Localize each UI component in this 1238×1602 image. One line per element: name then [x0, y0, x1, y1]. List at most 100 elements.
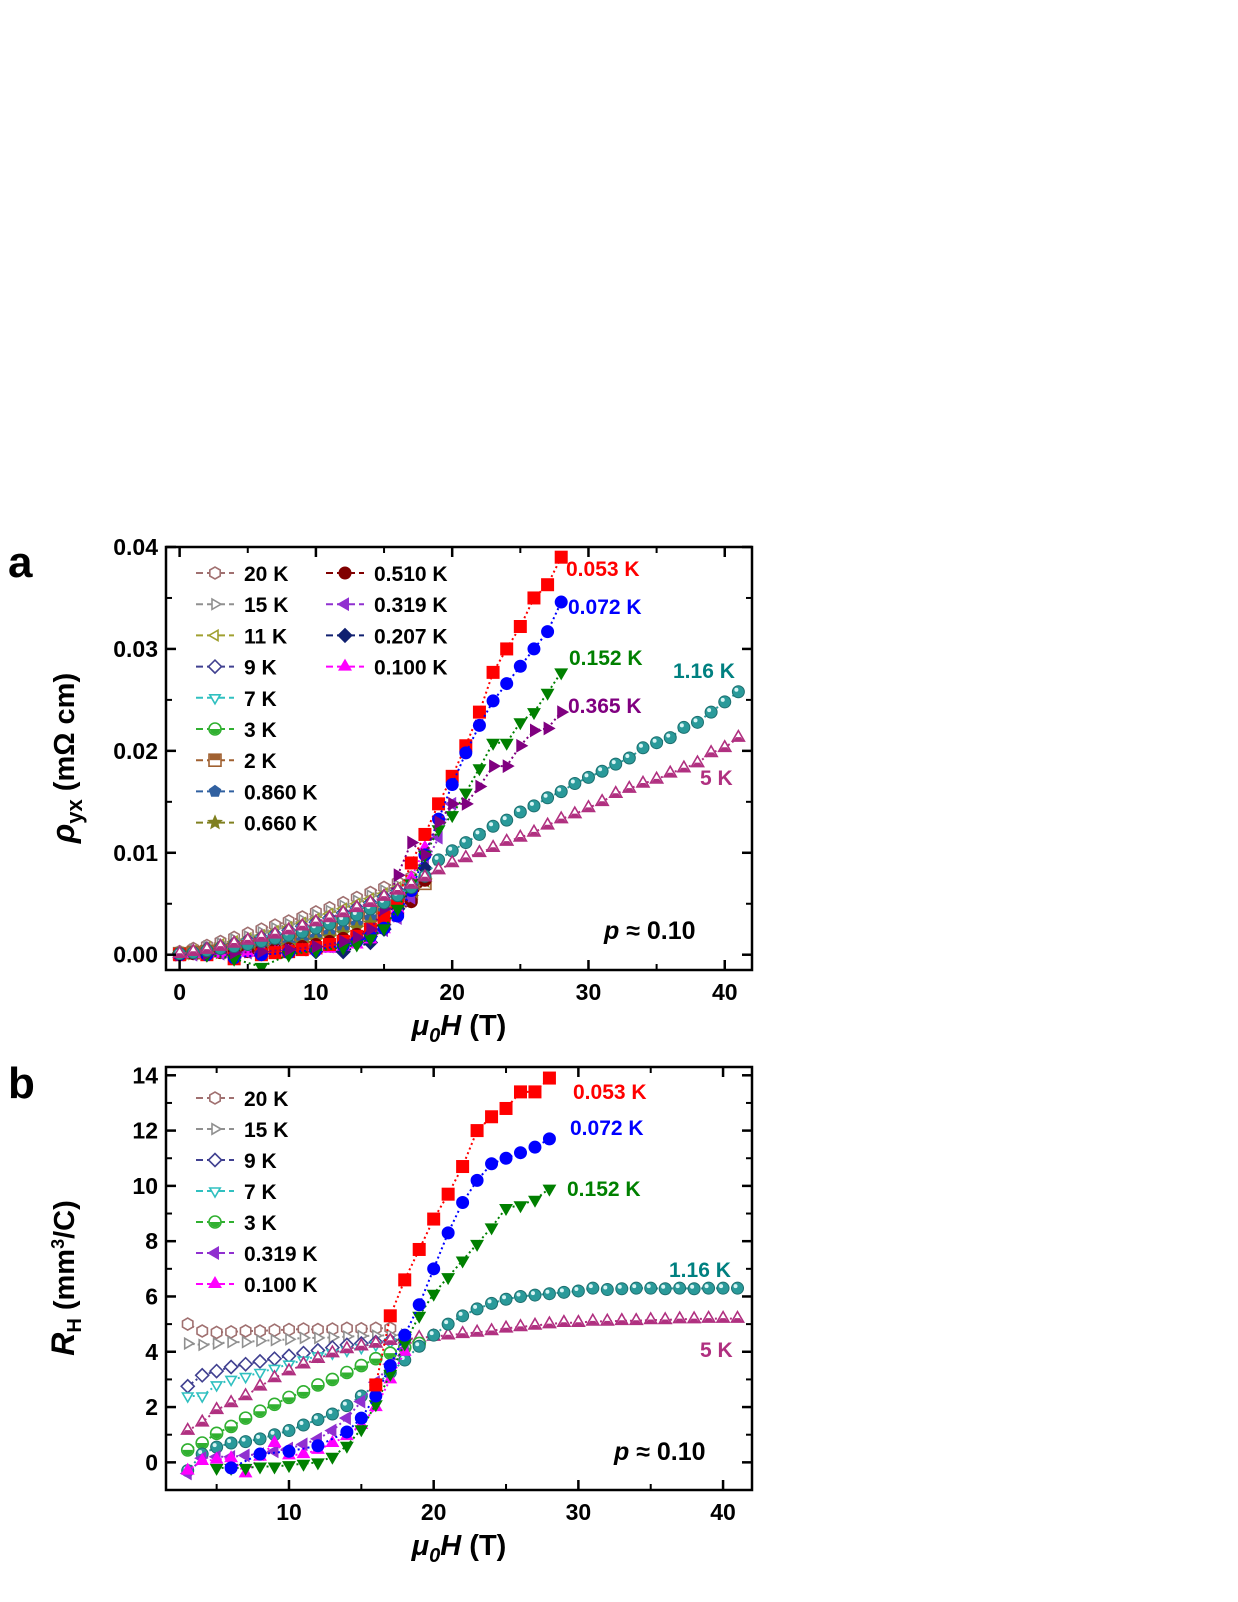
data-point [528, 1195, 542, 1208]
data-point [513, 620, 527, 634]
data-point [459, 746, 473, 760]
marker-highlight [434, 855, 439, 860]
marker-fill [209, 755, 221, 761]
marker-highlight [545, 1289, 550, 1294]
series-label-1-16-k: 1.16 K [673, 660, 735, 683]
marker-fill [327, 1352, 338, 1357]
series-15-k [183, 1328, 413, 1352]
marker-fill [182, 1449, 193, 1456]
legend-marker [207, 628, 219, 642]
data-point [485, 1157, 499, 1171]
marker-fill [660, 1319, 671, 1323]
marker-highlight [646, 1284, 651, 1289]
data-point [622, 751, 636, 765]
data-point [475, 779, 488, 794]
data-point [426, 1289, 441, 1302]
data-point [390, 904, 405, 917]
marker-fill [587, 1320, 598, 1325]
marker-fill [637, 783, 649, 787]
legend-label: 3 K [244, 1212, 277, 1235]
marker-fill [542, 824, 553, 829]
data-point [687, 1282, 701, 1296]
marker-fill [443, 1334, 454, 1339]
marker-highlight [516, 1292, 521, 1297]
y-tick-label: 2 [145, 1394, 158, 1420]
marker-highlight [198, 1450, 203, 1455]
data-point [644, 1281, 658, 1295]
series-label-0-072-k: 0.072 K [570, 1117, 644, 1140]
data-point [223, 1359, 239, 1375]
data-point [210, 1325, 223, 1340]
marker-highlight [461, 838, 466, 843]
marker-highlight [284, 1426, 289, 1431]
marker-highlight [342, 1401, 347, 1406]
series-label-0-053-k: 0.053 K [573, 1081, 647, 1104]
panel-a-x-axis-title: μ0H (T) [411, 1010, 507, 1047]
data-point [470, 1302, 484, 1316]
x-tick-label: 20 [439, 979, 465, 1005]
marker-fill [616, 1320, 627, 1324]
series-label-0-365-k: 0.365 K [568, 695, 642, 718]
data-point [500, 677, 514, 691]
marker-fill [312, 1384, 324, 1391]
data-point [581, 770, 595, 784]
y-tick-label: 14 [132, 1062, 158, 1088]
panel-b-doping-annotation: p ≈ 0.10 [613, 1438, 706, 1466]
legend-entry-9-k: 9 K [196, 1150, 277, 1173]
data-point [571, 1284, 585, 1298]
data-point [195, 1452, 210, 1465]
data-point [484, 1223, 499, 1236]
marker-fill [515, 1326, 526, 1330]
data-point [500, 813, 514, 827]
panel-b-label: b [8, 1059, 35, 1108]
marker-fill [486, 1330, 497, 1334]
data-point [527, 642, 541, 656]
marker-fill [515, 837, 526, 841]
marker-fill [298, 1363, 309, 1368]
marker-fill [269, 933, 281, 938]
marker-fill [240, 1395, 251, 1399]
plot-area [179, 1071, 745, 1481]
legend-entry-0-660-k: 0.660 K [196, 813, 318, 836]
marker-fill [254, 1385, 266, 1390]
series-line-0-319-k [186, 1348, 406, 1475]
data-point [731, 1281, 745, 1295]
panel-a-axes: 0 10 20 30 40 0.00 0.01 0.02 0.03 0.04 [113, 534, 752, 1005]
marker-fill [583, 807, 594, 811]
legend-entry-0-207-k: 0.207 K [326, 625, 448, 648]
data-point [704, 705, 718, 719]
marker-fill [544, 1323, 555, 1328]
data-point [673, 1281, 687, 1295]
x-tick-label: 40 [710, 1499, 736, 1525]
data-point [432, 797, 446, 811]
data-point [530, 723, 543, 738]
legend-marker [207, 1246, 219, 1260]
marker-fill [529, 1325, 541, 1329]
data-point [513, 659, 527, 673]
data-point [427, 1262, 441, 1276]
marker-fill [556, 818, 567, 823]
data-point [702, 1281, 716, 1295]
legend-label: 9 K [244, 1150, 277, 1173]
data-point [281, 1348, 297, 1364]
series-line-9-k [187, 1338, 405, 1388]
marker-highlight [313, 1415, 318, 1420]
data-point [441, 1273, 456, 1286]
data-point [542, 1287, 556, 1301]
y-tick-label: 0.03 [113, 636, 158, 662]
marker-highlight [679, 723, 684, 728]
data-point [486, 665, 500, 679]
marker-highlight [227, 1439, 232, 1443]
data-point [363, 934, 378, 947]
data-point [282, 1444, 296, 1458]
panel-a-y-axis-title: ρyx (mΩ cm) [45, 673, 87, 844]
series-label-0-152-k: 0.152 K [567, 1178, 641, 1201]
data-point [441, 1317, 455, 1331]
legend-entry-20-k: 20 K [196, 563, 288, 586]
panel-b-x-axis-title: μ0H (T) [411, 1530, 507, 1567]
marker-fill [718, 1318, 729, 1322]
legend-label: 0.100 K [374, 657, 448, 680]
data-point [586, 1281, 600, 1295]
marker-fill [370, 1358, 382, 1364]
marker-fill [269, 1404, 280, 1410]
